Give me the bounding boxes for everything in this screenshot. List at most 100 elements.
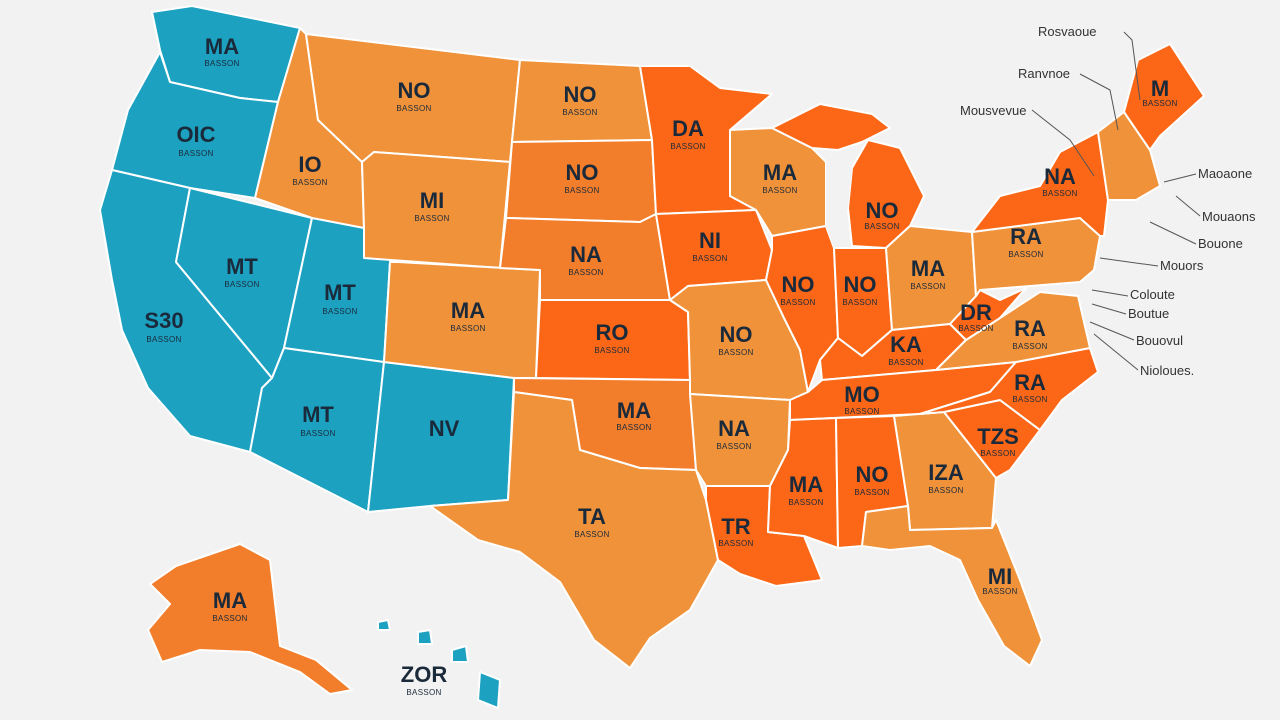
svg-text:MA: MA (617, 398, 651, 423)
svg-text:BASSON: BASSON (406, 688, 441, 697)
svg-text:MA: MA (451, 298, 485, 323)
svg-text:S30: S30 (144, 308, 183, 333)
svg-text:BASSON: BASSON (568, 268, 603, 277)
svg-text:MT: MT (324, 280, 356, 305)
callout-label: Mouors (1160, 258, 1204, 273)
svg-text:NO: NO (866, 198, 899, 223)
svg-text:ZOR: ZOR (401, 662, 448, 687)
callout-label: Bouone (1198, 236, 1243, 251)
svg-text:BASSON: BASSON (178, 149, 213, 158)
state-me[interactable] (1123, 43, 1205, 151)
state-hi[interactable] (377, 619, 501, 709)
svg-text:NV: NV (429, 416, 460, 441)
svg-text:NO: NO (720, 322, 753, 347)
svg-text:BASSON: BASSON (844, 407, 879, 416)
svg-text:IZA: IZA (928, 460, 964, 485)
label-ut: MT BASSON (322, 280, 357, 316)
callout-leaders (1031, 31, 1201, 371)
svg-text:RA: RA (1010, 224, 1042, 249)
callout-label: Coloute (1130, 287, 1175, 302)
svg-text:M: M (1151, 76, 1169, 101)
svg-text:MO: MO (844, 382, 879, 407)
svg-text:BASSON: BASSON (780, 298, 815, 307)
label-nm: NV (429, 416, 460, 441)
callout-label: Bouovul (1136, 333, 1183, 348)
svg-text:BASSON: BASSON (414, 214, 449, 223)
svg-text:MT: MT (302, 402, 334, 427)
state-fl[interactable] (861, 505, 1043, 667)
state-tx[interactable] (429, 391, 719, 669)
svg-text:BASSON: BASSON (788, 498, 823, 507)
svg-text:BASSON: BASSON (1042, 189, 1077, 198)
svg-text:BASSON: BASSON (928, 486, 963, 495)
svg-text:NO: NO (782, 272, 815, 297)
svg-text:BASSON: BASSON (888, 358, 923, 367)
callout-labels: Rosvaoue Ranvnoe Mousvevue Maoaone Mouao… (960, 24, 1256, 378)
callout-label: Ranvnoe (1018, 66, 1070, 81)
state-nc[interactable] (919, 347, 1099, 431)
svg-text:NO: NO (856, 462, 889, 487)
svg-text:BASSON: BASSON (1142, 99, 1177, 108)
svg-text:BASSON: BASSON (322, 307, 357, 316)
callout-label: Mousvevue (960, 103, 1026, 118)
svg-text:BASSON: BASSON (564, 186, 599, 195)
svg-text:BASSON: BASSON (718, 348, 753, 357)
svg-text:BASSON: BASSON (762, 186, 797, 195)
svg-text:BASSON: BASSON (1012, 395, 1047, 404)
svg-text:NO: NO (844, 272, 877, 297)
svg-text:BASSON: BASSON (616, 423, 651, 432)
svg-text:BASSON: BASSON (146, 335, 181, 344)
svg-text:MA: MA (205, 34, 239, 59)
svg-text:BASSON: BASSON (980, 449, 1015, 458)
label-or: OIC BASSON (176, 122, 215, 158)
svg-text:MA: MA (213, 588, 247, 613)
callout-label: Mouaons (1202, 209, 1256, 224)
svg-text:BASSON: BASSON (958, 324, 993, 333)
svg-text:BASSON: BASSON (204, 59, 239, 68)
svg-text:NO: NO (564, 82, 597, 107)
svg-text:DA: DA (672, 116, 704, 141)
svg-text:BASSON: BASSON (854, 488, 889, 497)
svg-text:BASSON: BASSON (396, 104, 431, 113)
svg-text:BASSON: BASSON (292, 178, 327, 187)
label-ca: S30 BASSON (144, 308, 183, 344)
svg-text:BASSON: BASSON (842, 298, 877, 307)
state-va[interactable] (935, 291, 1091, 371)
state-ny[interactable] (971, 131, 1109, 237)
svg-text:BASSON: BASSON (1008, 250, 1043, 259)
svg-text:MI: MI (988, 564, 1012, 589)
callout-label: Maoaone (1198, 166, 1252, 181)
svg-text:BASSON: BASSON (300, 429, 335, 438)
lake-michigan-gap (826, 150, 852, 248)
svg-text:NA: NA (718, 416, 750, 441)
svg-text:BASSON: BASSON (864, 222, 899, 231)
svg-text:OIC: OIC (176, 122, 215, 147)
svg-text:BASSON: BASSON (212, 614, 247, 623)
svg-text:BASSON: BASSON (574, 530, 609, 539)
state-ak[interactable] (147, 543, 353, 695)
